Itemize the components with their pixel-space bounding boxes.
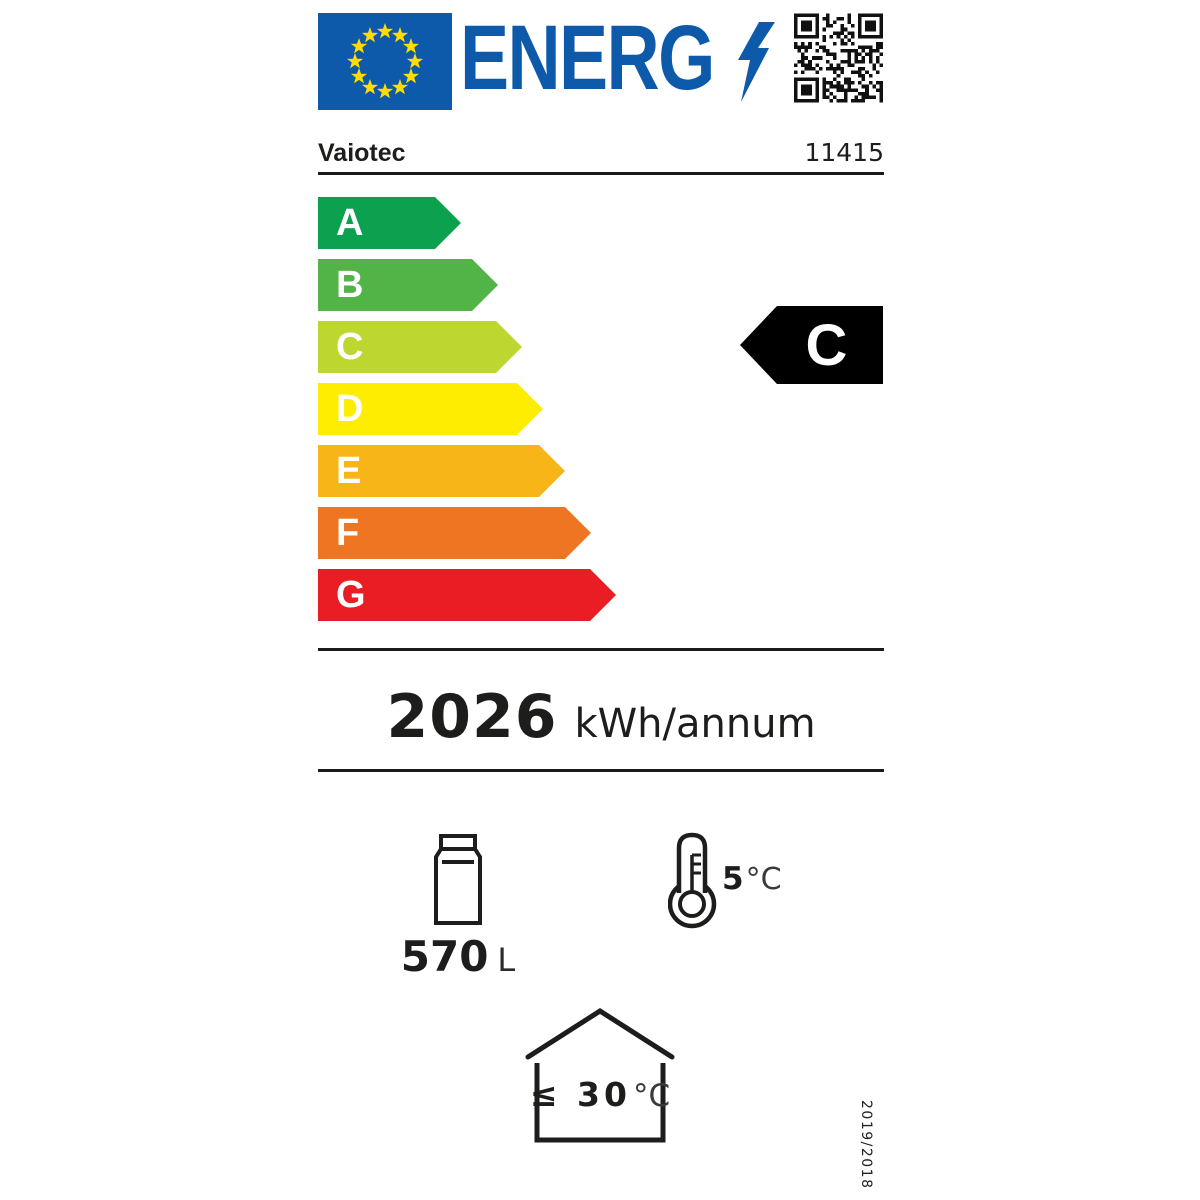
qr-code xyxy=(794,13,883,103)
brand-name: Vaiotec xyxy=(318,139,406,167)
scale-arrow-d: D xyxy=(318,383,543,435)
efficiency-scale: A B C D E F G xyxy=(318,197,616,631)
scale-arrow-b: B xyxy=(318,259,498,311)
scale-divider xyxy=(318,648,884,651)
bottle-icon xyxy=(434,834,482,925)
regulation-reference: 2019/2018 xyxy=(858,1100,874,1190)
thermometer-icon xyxy=(668,832,717,929)
energ-logo-text: ENERG xyxy=(460,7,715,109)
energy-unit: kWh/annum xyxy=(574,701,816,747)
grade-label-e: E xyxy=(336,450,362,492)
ambient-unit: °C xyxy=(632,1078,671,1114)
grade-label-d: D xyxy=(336,388,364,430)
temperature-unit: °C xyxy=(745,862,782,897)
scale-arrow-e: E xyxy=(318,445,565,497)
supplier-row: Vaiotec 11415 xyxy=(318,138,884,168)
rating-value: C xyxy=(805,312,848,378)
ambient-value: ≤ 30 xyxy=(529,1075,631,1114)
capacity: 570 L xyxy=(358,932,558,981)
grade-label-g: G xyxy=(336,574,366,616)
ambient-temperature: ≤ 30 °C xyxy=(530,1076,670,1113)
scale-arrow-a: A xyxy=(318,197,461,249)
header-divider xyxy=(318,172,884,175)
temperature: 5 °C xyxy=(722,862,782,896)
grade-label-b: B xyxy=(336,264,364,306)
house-icon xyxy=(525,1008,675,1143)
scale-arrow-c: C xyxy=(318,321,522,373)
model-number: 11415 xyxy=(804,138,884,167)
capacity-value: 570 xyxy=(400,932,489,981)
rating-indicator: C xyxy=(740,306,883,384)
eu-flag-stars xyxy=(346,23,424,99)
grade-label-c: C xyxy=(336,326,364,368)
scale-arrow-g: G xyxy=(318,569,616,621)
eu-flag-icon xyxy=(318,13,452,110)
lightning-bolt-icon xyxy=(738,22,775,102)
grade-label-a: A xyxy=(336,202,364,244)
energy-divider xyxy=(318,769,884,772)
scale-arrow-f: F xyxy=(318,507,591,559)
temperature-value: 5 xyxy=(722,861,744,897)
grade-label-f: F xyxy=(336,512,360,554)
capacity-unit: L xyxy=(497,941,516,979)
energy-consumption: 2026 kWh/annum xyxy=(318,684,884,750)
energy-value: 2026 xyxy=(386,682,558,752)
